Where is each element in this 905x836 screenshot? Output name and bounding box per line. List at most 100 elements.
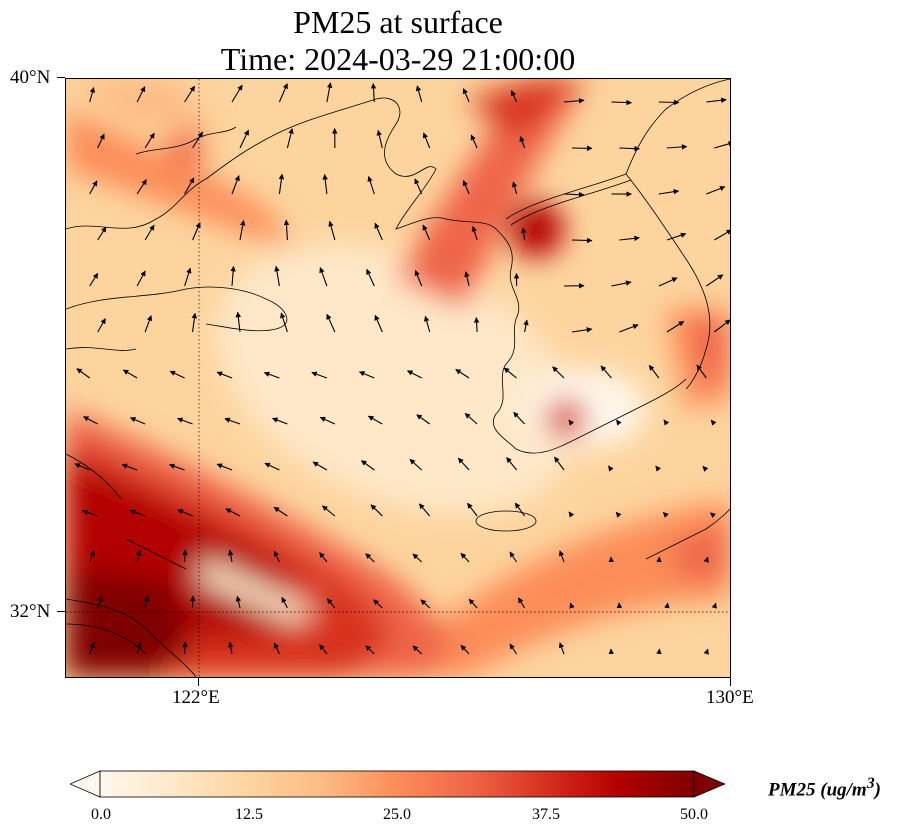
wind-arrow: [415, 85, 423, 103]
wind-arrow: [231, 175, 240, 195]
wind-arrow: [703, 648, 709, 655]
wind-arrow: [462, 180, 470, 195]
wind-arrow: [136, 549, 142, 563]
wind-arrow: [714, 229, 730, 241]
wind-arrow: [663, 419, 670, 426]
wind-arrow: [192, 222, 201, 241]
wind-arrow: [509, 551, 518, 563]
wind-arrow: [713, 319, 730, 333]
colorbar-tick-0: 0.0: [91, 806, 111, 823]
wind-arrow: [319, 644, 328, 655]
wind-arrow: [273, 642, 280, 655]
wind-arrow: [129, 509, 146, 517]
wind-arrow: [224, 417, 241, 425]
wind-arrow: [144, 315, 153, 333]
wind-arrow: [319, 416, 336, 425]
y-tick-label-32n: 32°N: [10, 601, 51, 622]
wind-arrow: [283, 219, 290, 241]
wind-arrow: [136, 641, 142, 655]
wind-arrow: [97, 133, 105, 149]
wind-arrow: [412, 645, 423, 655]
wind-arrow: [615, 511, 622, 518]
wind-arrow: [513, 411, 526, 425]
wind-arrow: [97, 226, 107, 241]
wind-arrow: [271, 417, 288, 425]
wind-arrow: [611, 280, 632, 287]
wind-arrow: [216, 463, 233, 471]
wind-arrow: [506, 457, 518, 471]
wind-arrow: [568, 419, 575, 426]
wind-arrow: [696, 364, 707, 379]
wind-arrow: [511, 181, 518, 195]
colorbar-extend-max: [693, 770, 725, 798]
wind-arrow: [365, 553, 375, 563]
wind-arrow: [619, 145, 640, 152]
wind-arrow: [191, 312, 198, 333]
wind-arrow: [656, 648, 662, 655]
wind-arrow: [571, 237, 593, 244]
wind-arrow: [457, 457, 470, 471]
wind-arrow: [74, 463, 90, 471]
colorbar-title: PM25 (ug/m3): [768, 775, 881, 801]
wind-arrow: [239, 219, 246, 241]
wind-arrow: [705, 274, 724, 287]
wind-arrow: [666, 144, 688, 150]
wind-arrow: [412, 553, 423, 563]
wind-arrow: [608, 648, 615, 655]
wind-arrow: [136, 270, 146, 287]
wind-arrow: [600, 365, 612, 379]
wind-arrow: [83, 416, 98, 425]
wind-arrow: [462, 88, 470, 103]
wind-arrow: [321, 505, 336, 517]
wind-arrow: [144, 224, 155, 241]
wind-arrow: [184, 85, 196, 103]
wind-arrow: [558, 550, 565, 563]
x-tick-label-130e: 130°E: [706, 687, 754, 708]
wind-arrow: [235, 311, 242, 333]
wind-arrow: [521, 227, 527, 241]
wind-arrow: [658, 188, 680, 195]
wind-arrow: [422, 224, 431, 241]
wind-arrow: [558, 642, 565, 655]
wind-arrow: [514, 502, 526, 517]
wind-arrow: [326, 82, 333, 103]
wind-arrow: [471, 225, 478, 241]
wind-arrow: [460, 644, 470, 655]
wind-arrow: [177, 509, 193, 517]
wind-arrow: [367, 175, 375, 195]
wind-arrow: [312, 461, 328, 471]
wind-arrow: [519, 136, 526, 149]
wind-arrow: [460, 552, 470, 563]
y-tick-label-40n: 40°N: [10, 67, 51, 88]
x-tick-label-122e: 122°E: [172, 687, 220, 708]
wind-arrow: [136, 179, 147, 195]
x-tick-mark-122e: [198, 678, 199, 686]
wind-arrow: [611, 99, 632, 106]
wind-arrow: [416, 414, 431, 425]
wind-arrow: [422, 132, 431, 149]
wind-arrow: [358, 371, 375, 379]
wind-arrow: [370, 504, 383, 517]
colorbar-gradient: [99, 770, 695, 798]
wind-arrow: [182, 549, 188, 563]
wind-arrow: [706, 97, 727, 104]
wind-arrow: [192, 131, 204, 149]
wind-arrow: [409, 458, 423, 471]
wind-arrow: [373, 599, 383, 609]
wind-arrow: [702, 465, 709, 472]
wind-arrow: [225, 508, 241, 517]
wind-arrow: [136, 86, 146, 103]
wind-arrow: [360, 460, 375, 471]
wind-arrow: [228, 641, 234, 655]
wind-arrow: [619, 235, 640, 242]
wind-arrow: [666, 320, 685, 333]
wind-arrow: [322, 174, 328, 195]
map-panel[interactable]: [65, 78, 731, 678]
wind-arrow: [89, 550, 95, 563]
wind-arrow: [655, 465, 661, 472]
wind-arrow: [711, 602, 717, 609]
wind-arrow: [468, 598, 478, 609]
wind-arrow: [662, 512, 669, 518]
wind-arrow: [273, 506, 288, 517]
wind-arrow: [328, 220, 336, 241]
